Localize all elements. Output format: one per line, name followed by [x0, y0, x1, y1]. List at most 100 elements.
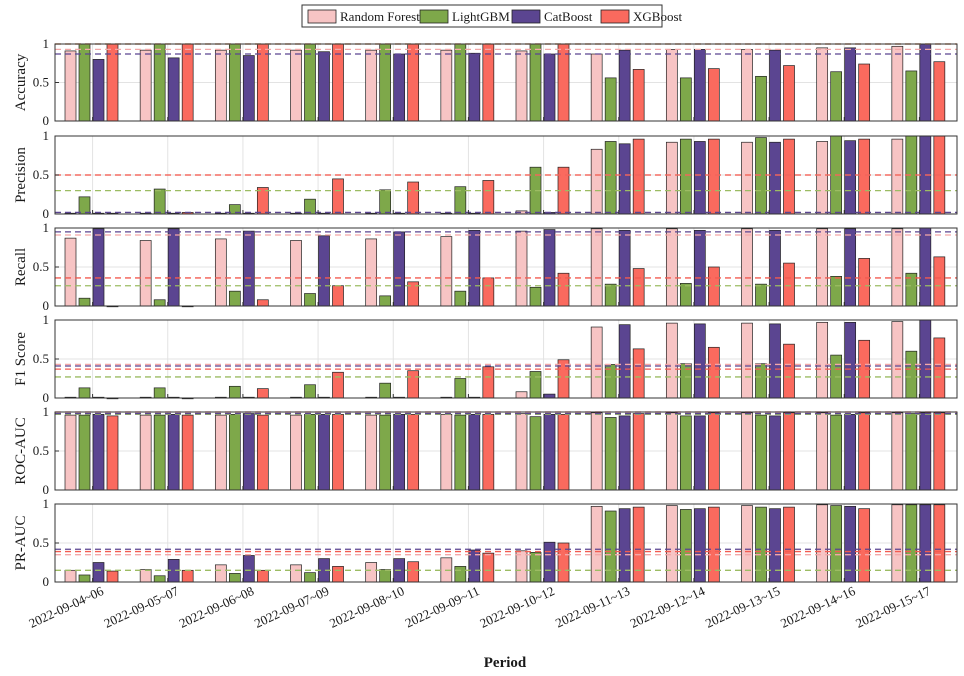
bar — [557, 413, 570, 491]
bar — [933, 256, 946, 307]
bar — [529, 552, 542, 583]
y-tick-label: 0.5 — [33, 443, 49, 458]
bar — [769, 415, 781, 491]
bar — [379, 414, 392, 491]
bar — [529, 286, 542, 307]
bar — [468, 413, 481, 491]
y-tick-label: 0.5 — [33, 351, 49, 366]
y-axis-label: ROC-AUC — [13, 417, 29, 485]
bar — [228, 385, 241, 399]
bar — [379, 382, 392, 399]
y-axis-label: PR-AUC — [13, 515, 29, 570]
bar — [379, 43, 392, 122]
bar — [304, 384, 316, 399]
bar — [515, 550, 528, 583]
bar — [618, 508, 631, 583]
bar — [755, 137, 767, 215]
bar — [318, 51, 330, 122]
x-axis-label: Period — [484, 655, 527, 671]
bar — [783, 138, 795, 215]
bar — [858, 63, 871, 122]
bar — [769, 49, 781, 122]
bar — [440, 413, 453, 491]
bar — [816, 141, 829, 215]
bar — [769, 141, 781, 215]
bar — [139, 569, 152, 583]
bar — [632, 268, 645, 307]
bar — [167, 413, 180, 491]
bar — [919, 412, 932, 491]
bar — [407, 561, 420, 583]
bar — [78, 297, 91, 307]
bar — [304, 293, 316, 307]
bar — [454, 378, 467, 399]
bar — [755, 414, 767, 491]
bar — [515, 391, 528, 399]
bar — [167, 228, 180, 307]
y-tick-label: 1 — [43, 312, 50, 327]
y-tick-label: 0.5 — [33, 259, 49, 274]
y-tick-label: 0 — [43, 482, 50, 497]
bar — [515, 413, 528, 491]
bar — [92, 228, 105, 307]
bar — [679, 138, 692, 215]
bar — [858, 138, 871, 215]
bar — [482, 277, 495, 307]
y-axis-label: Accuracy — [13, 53, 29, 111]
bar — [365, 238, 378, 307]
bar — [543, 413, 556, 491]
x-tick-label: 2022-09-14~16 — [778, 583, 858, 631]
bar — [783, 65, 795, 122]
bar — [769, 323, 781, 399]
bar — [590, 53, 603, 122]
bar — [543, 541, 556, 583]
bar — [106, 43, 119, 122]
bar — [106, 570, 119, 583]
bar — [604, 283, 617, 307]
bar — [332, 413, 344, 491]
bar — [256, 388, 269, 399]
bar — [482, 552, 495, 583]
x-tick-label: 2022-09-06~08 — [177, 583, 256, 631]
bar — [679, 283, 692, 307]
y-tick-label: 1 — [43, 404, 50, 419]
bar — [604, 417, 617, 491]
panel-recall: 0 0.5 1 Recall — [13, 220, 958, 313]
bar — [318, 413, 330, 491]
bar — [707, 68, 720, 122]
bar — [632, 69, 645, 122]
legend-swatch — [419, 9, 449, 24]
bar — [407, 370, 420, 399]
bar — [290, 414, 302, 491]
bar — [590, 148, 603, 215]
bar — [290, 49, 302, 122]
bar — [679, 77, 692, 122]
bar — [228, 573, 241, 583]
legend-label: Random Forest — [340, 9, 420, 24]
bar — [543, 53, 556, 122]
bar — [393, 231, 406, 307]
bar — [228, 290, 241, 307]
x-tick-label: 2022-09-04~06 — [26, 583, 106, 631]
bar — [665, 412, 678, 491]
bar — [919, 319, 932, 399]
bar — [92, 562, 105, 583]
bar — [256, 187, 269, 215]
bar — [181, 414, 194, 491]
bar — [181, 43, 194, 122]
bar — [482, 180, 495, 215]
bar — [693, 141, 706, 215]
bar — [590, 228, 603, 307]
bar — [618, 324, 631, 399]
bar — [816, 228, 829, 307]
bar — [933, 337, 946, 399]
bar — [769, 508, 781, 583]
bar — [755, 283, 767, 307]
bar — [139, 49, 152, 122]
bar — [816, 321, 829, 399]
bar — [707, 266, 720, 307]
bar — [844, 140, 857, 215]
bar — [482, 43, 495, 122]
bar — [693, 508, 706, 583]
